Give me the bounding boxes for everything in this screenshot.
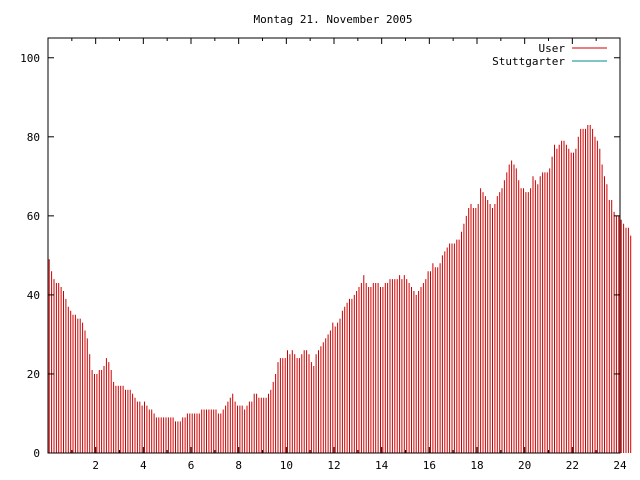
y-tick-label: 100	[20, 52, 40, 65]
chart-title: Montag 21. November 2005	[254, 13, 413, 26]
y-tick-label: 40	[27, 289, 40, 302]
x-tick-label: 4	[140, 459, 147, 472]
legend: User Stuttgarter	[492, 42, 607, 68]
plot-frame	[47, 37, 621, 454]
y-tick-label: 20	[27, 368, 40, 381]
legend-label-stuttgarter: Stuttgarter	[492, 55, 565, 68]
x-tick-label: 16	[423, 459, 436, 472]
legend-label-user: User	[539, 42, 566, 55]
y-tick-label: 0	[33, 447, 40, 460]
x-tick-label: 24	[613, 459, 627, 472]
x-tick-label: 20	[518, 459, 531, 472]
x-tick-label: 2	[92, 459, 99, 472]
x-tick-label: 10	[280, 459, 293, 472]
x-tick-label: 14	[375, 459, 389, 472]
y-tick-label: 80	[27, 131, 40, 144]
y-tick-label: 60	[27, 210, 40, 223]
x-tick-label: 22	[566, 459, 579, 472]
x-tick-label: 6	[188, 459, 195, 472]
x-tick-label: 8	[235, 459, 242, 472]
x-tick-label: 12	[327, 459, 340, 472]
x-axis: 2 4 6 8 10 12 14 16 18 20 22 24	[71, 38, 627, 472]
user-bars	[48, 125, 632, 453]
x-tick-label: 18	[470, 459, 483, 472]
y-axis: 0 20 40 60 80 100	[20, 52, 620, 460]
